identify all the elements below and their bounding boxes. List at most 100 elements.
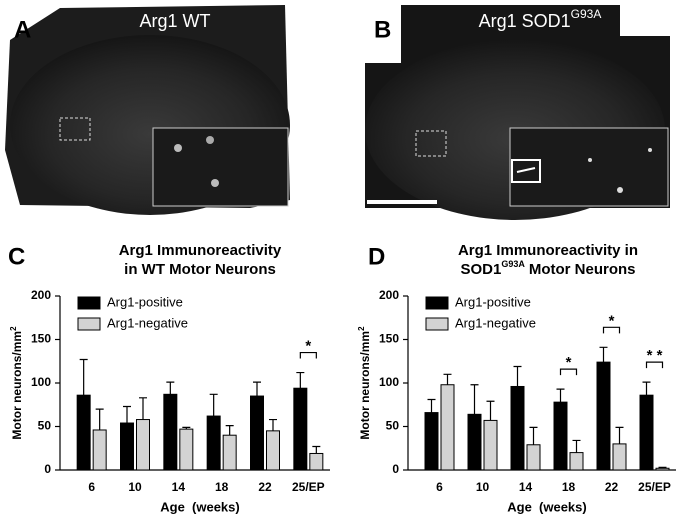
x-axis-label: Age (weeks) bbox=[160, 499, 239, 514]
legend-swatch bbox=[425, 317, 449, 331]
error-bar bbox=[443, 373, 452, 385]
x-tick-label: 6 bbox=[436, 480, 443, 494]
panel-label: C bbox=[8, 243, 25, 270]
error-bar bbox=[209, 393, 218, 417]
significance-bracket bbox=[559, 368, 578, 376]
y-tick-label: 100 bbox=[31, 375, 51, 389]
significance-marker: * bbox=[305, 338, 311, 355]
y-tick-label: 100 bbox=[379, 375, 399, 389]
error-bar bbox=[513, 365, 522, 387]
x-tick-label: 25/EP bbox=[638, 480, 671, 494]
bar bbox=[553, 401, 568, 471]
x-tick-label: 14 bbox=[519, 480, 533, 494]
significance-marker: * bbox=[609, 312, 615, 329]
x-tick-label: 25/EP bbox=[292, 480, 325, 494]
bar bbox=[293, 387, 308, 471]
y-axis-label-superscript: 2 bbox=[9, 326, 18, 331]
bar bbox=[639, 394, 654, 471]
bar bbox=[120, 422, 134, 471]
legend-label: Arg1-positive bbox=[455, 294, 531, 309]
y-tick-label: 150 bbox=[31, 332, 51, 346]
error-bar bbox=[529, 426, 538, 445]
panel-label: A bbox=[14, 16, 31, 43]
error-bar bbox=[572, 439, 581, 453]
y-axis-label-text: Motor neurons/mm bbox=[10, 331, 24, 440]
y-axis-label-superscript: 2 bbox=[357, 326, 366, 331]
title-text: Motor Neurons bbox=[529, 261, 636, 278]
error-bar bbox=[312, 445, 321, 454]
chart-title: Arg1 Immunoreactivity in bbox=[458, 242, 638, 259]
error-bar bbox=[470, 384, 479, 415]
y-tick-label: 50 bbox=[38, 419, 52, 433]
error-bar bbox=[556, 388, 565, 403]
bar bbox=[92, 429, 107, 471]
error-bar bbox=[615, 426, 624, 444]
bar bbox=[526, 444, 541, 471]
x-tick-label: 18 bbox=[562, 480, 576, 494]
x-tick-label: 14 bbox=[172, 480, 186, 494]
bar bbox=[250, 395, 264, 471]
y-tick-label: 0 bbox=[44, 462, 51, 476]
legend-label: Arg1-negative bbox=[107, 315, 188, 330]
bar bbox=[440, 384, 455, 471]
bar bbox=[483, 419, 498, 471]
error-bar bbox=[225, 425, 234, 436]
bar bbox=[222, 434, 237, 471]
significance-bracket bbox=[299, 351, 317, 359]
chart-title: in WT Motor Neurons bbox=[124, 261, 276, 278]
y-tick-label: 50 bbox=[386, 419, 400, 433]
significance-marker: * bbox=[566, 354, 572, 371]
title-text: SOD1 bbox=[460, 261, 501, 278]
y-axis-label: Motor neurons/mm2 bbox=[9, 326, 25, 440]
image-caption: Arg1 SOD1G93A bbox=[479, 7, 602, 31]
error-bar bbox=[269, 418, 277, 431]
error-bar bbox=[642, 381, 651, 396]
significance-marker: * * bbox=[647, 347, 663, 364]
legend-swatch bbox=[425, 296, 449, 310]
bar bbox=[467, 413, 482, 471]
x-tick-label: 22 bbox=[258, 480, 272, 494]
legend-swatch bbox=[77, 296, 101, 310]
error-bar bbox=[253, 381, 261, 397]
title-superscript: G93A bbox=[501, 259, 525, 269]
bar bbox=[76, 394, 91, 471]
title-text: Arg1 Immunoreactivity bbox=[119, 242, 282, 259]
title-text: Arg1 Immunoreactivity in bbox=[458, 242, 638, 259]
bar bbox=[206, 415, 221, 471]
x-tick-label: 6 bbox=[88, 480, 95, 494]
panel-label: B bbox=[374, 16, 391, 43]
legend-label: Arg1-positive bbox=[107, 294, 183, 309]
error-bar bbox=[123, 405, 131, 424]
error-bar bbox=[599, 346, 608, 363]
x-tick-label: 10 bbox=[476, 480, 490, 494]
y-tick-label: 200 bbox=[379, 288, 399, 302]
x-tick-label: 18 bbox=[215, 480, 229, 494]
error-bar bbox=[182, 426, 191, 430]
y-axis-label: Motor neurons/mm2 bbox=[357, 326, 373, 440]
significance-bracket bbox=[602, 326, 621, 334]
bar bbox=[309, 452, 324, 471]
error-bar bbox=[658, 466, 667, 469]
bar bbox=[179, 428, 194, 471]
title-text: in WT Motor Neurons bbox=[124, 261, 276, 278]
micrograph-a: A Arg1 WT bbox=[5, 5, 290, 215]
bar bbox=[424, 412, 439, 471]
bar bbox=[266, 430, 280, 471]
error-bar bbox=[166, 381, 175, 395]
bar bbox=[163, 393, 178, 471]
y-tick-label: 0 bbox=[392, 462, 399, 476]
error-bar bbox=[79, 358, 88, 396]
micrograph-b: B Arg1 SOD1G93A bbox=[365, 5, 670, 220]
x-tick-label: 10 bbox=[128, 480, 142, 494]
y-axis-label-text: Motor neurons/mm bbox=[358, 331, 372, 440]
bar bbox=[136, 419, 150, 471]
y-tick-label: 150 bbox=[379, 332, 399, 346]
error-bar bbox=[486, 400, 495, 421]
bar bbox=[655, 467, 670, 471]
x-tick-label: 22 bbox=[605, 480, 619, 494]
bar bbox=[569, 452, 584, 471]
bar bbox=[596, 361, 611, 471]
error-bar bbox=[139, 397, 147, 420]
